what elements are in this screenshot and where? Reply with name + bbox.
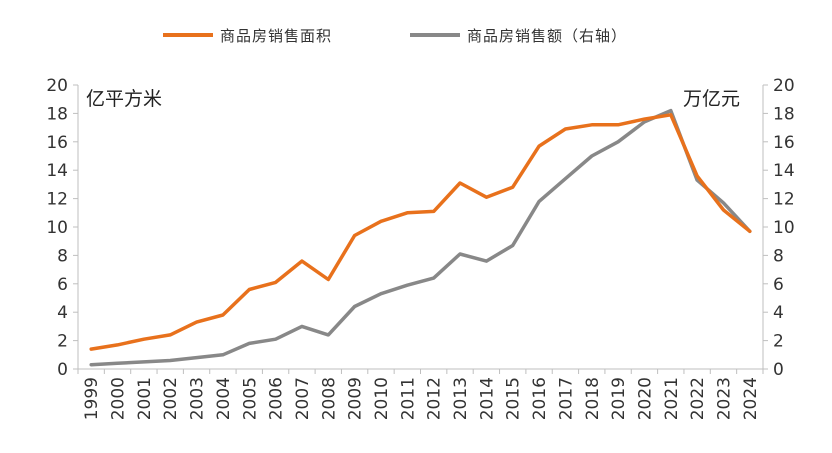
right-tick-label: 6 bbox=[773, 275, 784, 295]
x-tick-label: 2011 bbox=[398, 377, 418, 420]
x-tick-label: 2010 bbox=[372, 377, 392, 420]
legend-label-sales-amount: 商品房销售额（右轴） bbox=[467, 27, 627, 45]
left-tick-label: 2 bbox=[57, 332, 68, 352]
series-line-sales-area bbox=[89, 113, 752, 351]
left-tick-label: 20 bbox=[46, 76, 68, 96]
left-tick-label: 0 bbox=[57, 360, 68, 380]
right-tick-label: 10 bbox=[773, 218, 795, 238]
right-tick-label: 20 bbox=[773, 76, 795, 96]
x-axis-ticks: 1999 2000 2001 2002 2003 2004 2005 2006 2007 2008… bbox=[77, 369, 764, 420]
x-tick-label: 2020 bbox=[635, 377, 655, 420]
x-tick-label: 2004 bbox=[214, 377, 234, 420]
x-tick-label: 2008 bbox=[319, 377, 339, 420]
x-tick-label: 2005 bbox=[240, 377, 260, 420]
left-axis-ticks: 0 2 4 6 8 10 12 14 16 18 20 bbox=[46, 76, 78, 380]
left-tick-label: 4 bbox=[57, 303, 68, 323]
x-tick-label: 1999 bbox=[82, 377, 102, 420]
right-axis-ticks: 0 2 4 6 8 10 12 14 16 18 20 bbox=[763, 76, 795, 380]
x-tick-label: 2000 bbox=[109, 377, 129, 420]
x-tick-label: 2015 bbox=[504, 377, 524, 420]
left-axis-unit-label: 亿平方米 bbox=[86, 88, 162, 110]
right-tick-label: 0 bbox=[773, 360, 784, 380]
x-tick-label: 2022 bbox=[688, 377, 708, 420]
right-tick-label: 8 bbox=[773, 246, 784, 266]
series-line-sales-amount bbox=[89, 108, 752, 367]
x-tick-label: 2016 bbox=[530, 377, 550, 420]
x-tick-label: 2019 bbox=[609, 377, 629, 420]
legend: 商品房销售面积 商品房销售额（右轴） bbox=[163, 27, 627, 45]
x-tick-label: 2018 bbox=[583, 377, 603, 420]
series-layer bbox=[89, 108, 752, 367]
left-tick-label: 18 bbox=[46, 104, 68, 124]
x-tick-label: 2001 bbox=[135, 377, 155, 420]
legend-label-sales-area: 商品房销售面积 bbox=[220, 27, 332, 45]
x-tick-label: 2002 bbox=[161, 377, 181, 420]
x-tick-label: 2013 bbox=[451, 377, 471, 420]
x-tick-label: 2023 bbox=[714, 377, 734, 420]
x-tick-label: 2021 bbox=[662, 377, 682, 420]
left-tick-label: 16 bbox=[46, 133, 68, 153]
left-tick-label: 8 bbox=[57, 246, 68, 266]
right-tick-label: 14 bbox=[773, 161, 795, 181]
left-tick-label: 14 bbox=[46, 161, 68, 181]
left-tick-label: 12 bbox=[46, 190, 68, 210]
right-tick-label: 12 bbox=[773, 190, 795, 210]
right-tick-label: 18 bbox=[773, 104, 795, 124]
x-tick-label: 2012 bbox=[425, 377, 445, 420]
left-tick-label: 10 bbox=[46, 218, 68, 238]
right-axis-unit-label: 万亿元 bbox=[683, 88, 740, 110]
x-tick-label: 2017 bbox=[556, 377, 576, 420]
right-tick-label: 2 bbox=[773, 332, 784, 352]
x-tick-label: 2014 bbox=[477, 377, 497, 420]
right-tick-label: 16 bbox=[773, 133, 795, 153]
x-tick-label: 2007 bbox=[293, 377, 313, 420]
x-tick-label: 2024 bbox=[741, 377, 761, 420]
left-tick-label: 6 bbox=[57, 275, 68, 295]
x-tick-label: 2003 bbox=[188, 377, 208, 420]
right-tick-label: 4 bbox=[773, 303, 784, 323]
x-tick-label: 2006 bbox=[267, 377, 287, 420]
x-tick-label: 2009 bbox=[346, 377, 366, 420]
